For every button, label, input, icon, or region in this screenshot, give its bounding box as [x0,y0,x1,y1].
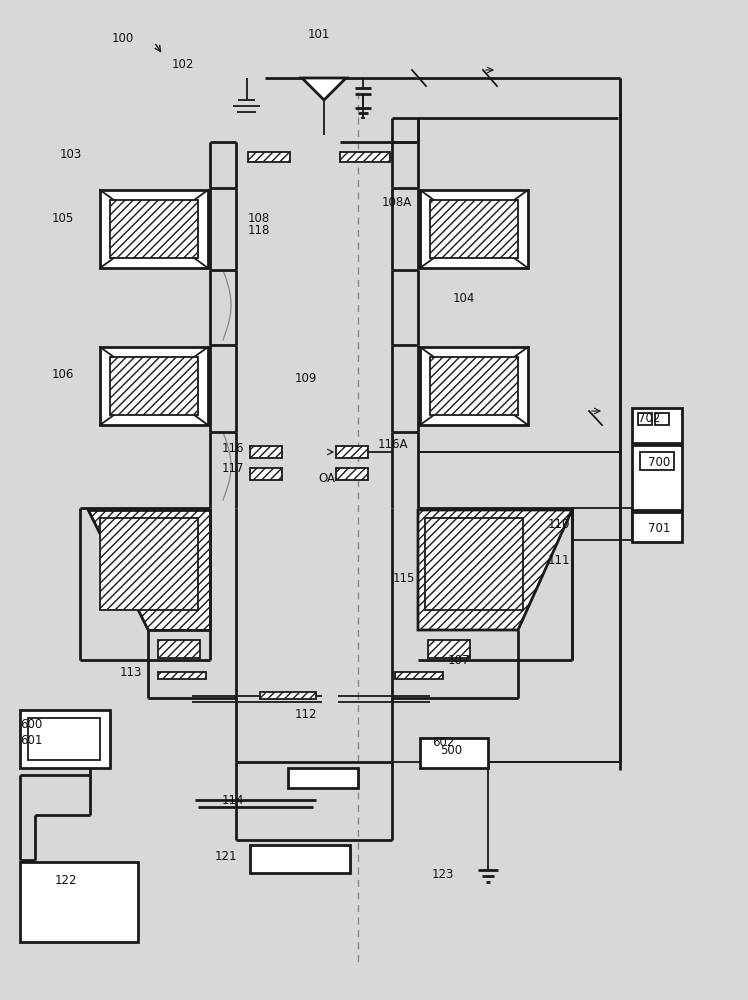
Text: 109: 109 [295,371,317,384]
Text: 600: 600 [20,718,42,732]
Bar [420,347,528,425]
Bar [110,200,198,258]
Bar [100,518,198,610]
Polygon shape [418,510,572,630]
Bar [640,452,674,470]
Bar [632,445,682,510]
Text: 122: 122 [55,874,78,886]
Bar [20,710,110,768]
Text: 114: 114 [222,794,245,806]
Text: 123: 123 [432,868,454,882]
Bar [20,862,138,942]
Text: 110: 110 [548,518,571,532]
Bar [250,845,350,873]
Text: 121: 121 [215,850,238,862]
Text: 107: 107 [448,654,470,666]
Bar [632,512,682,542]
Bar [336,468,368,480]
Text: 113: 113 [120,666,142,678]
Text: 101: 101 [308,28,331,41]
Bar [430,357,518,415]
Bar [430,200,518,258]
Text: 500: 500 [440,744,462,756]
Bar [110,357,198,415]
Bar [158,640,200,658]
Text: 700: 700 [648,456,670,468]
Bar [100,347,208,425]
Text: 111: 111 [548,554,571,566]
Text: 112: 112 [295,708,317,720]
Bar [655,413,669,425]
Text: 115: 115 [393,572,415,584]
Bar [250,468,282,480]
Text: 118: 118 [248,224,270,236]
Bar [425,518,523,610]
Text: 108A: 108A [382,196,412,209]
Bar [100,190,208,268]
Text: 116A: 116A [378,438,408,452]
Bar [288,768,358,788]
Bar [395,672,443,679]
Bar [420,190,528,268]
Text: 104: 104 [453,292,476,304]
Text: 105: 105 [52,212,74,225]
Text: 601: 601 [20,734,43,746]
Bar [250,446,282,458]
Text: 102: 102 [172,57,194,70]
Bar [158,672,206,679]
Text: 701: 701 [648,522,670,534]
Text: 117: 117 [222,462,245,475]
Text: 100: 100 [112,31,134,44]
Polygon shape [88,510,210,630]
Text: 116: 116 [222,442,245,454]
Bar [28,718,100,760]
Text: 103: 103 [60,148,82,161]
Bar [260,692,316,699]
Bar [632,408,682,443]
Bar [420,738,488,768]
Bar [638,413,652,425]
Text: 106: 106 [52,368,74,381]
Text: OA: OA [318,472,335,485]
Text: 108: 108 [248,212,270,225]
Bar [340,152,390,162]
Bar [248,152,290,162]
Bar [428,640,470,658]
Polygon shape [302,78,346,100]
Text: 702: 702 [638,412,660,424]
Bar [336,446,368,458]
Text: 602: 602 [432,736,454,748]
